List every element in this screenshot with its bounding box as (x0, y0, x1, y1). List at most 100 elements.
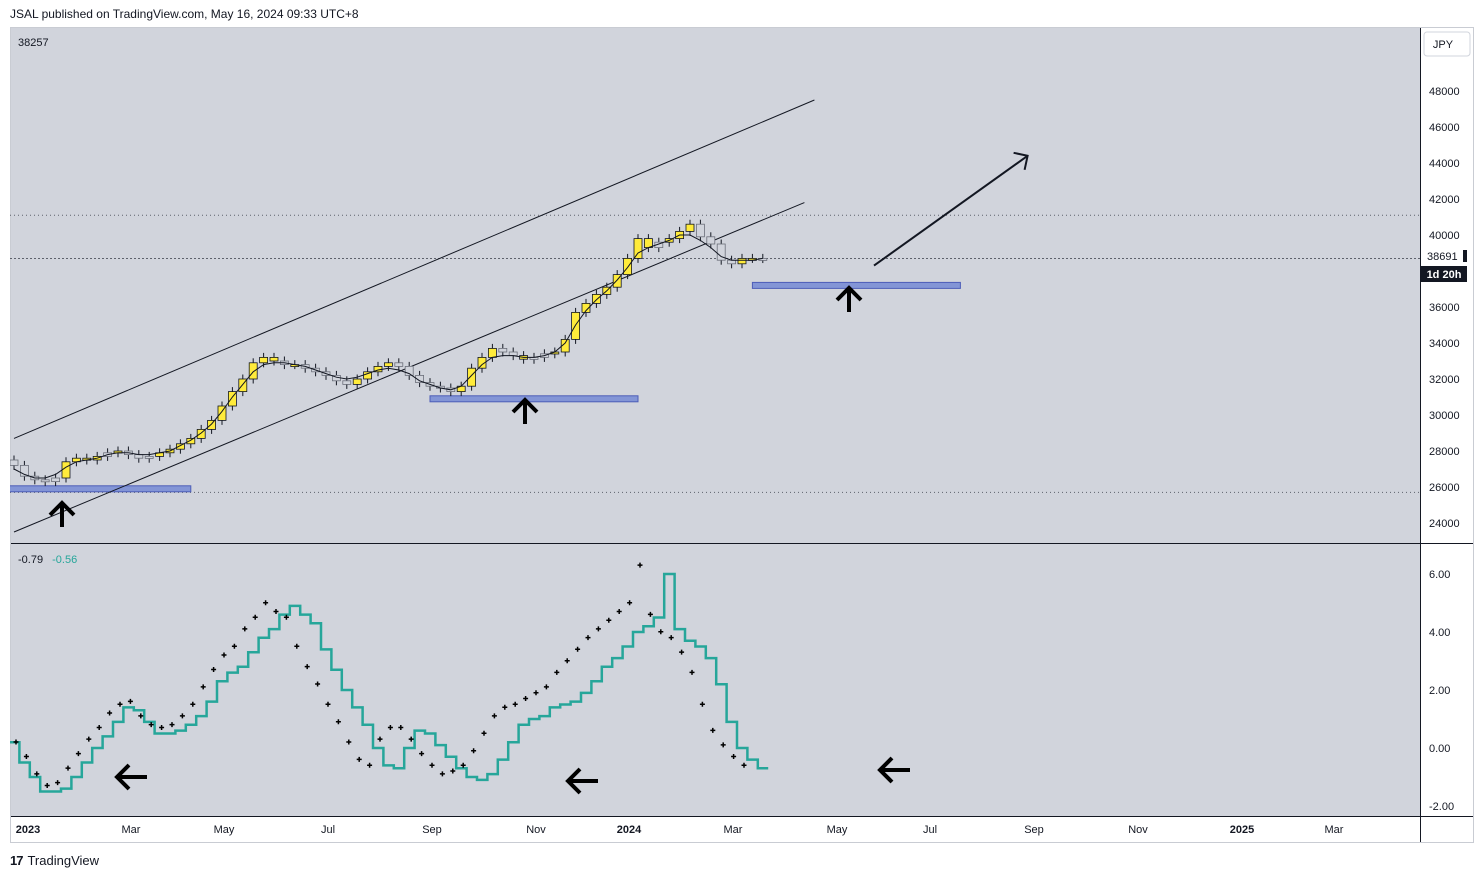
indicator-dot (190, 701, 196, 707)
upper-trendline (13, 99, 815, 439)
bull-candle (737, 257, 747, 265)
time-tick-label: May (827, 824, 848, 836)
indicator-dot (34, 771, 40, 777)
indicator-dot (294, 643, 300, 649)
bull-candle (61, 461, 71, 479)
bull-candle (487, 347, 497, 358)
price-tick-label: 26000 (1429, 482, 1460, 494)
indicator-dot (658, 629, 664, 635)
bear-candle (727, 259, 736, 265)
indicator-dot (23, 754, 29, 759)
current-price-label: 38691 (1427, 251, 1458, 263)
bull-candle (207, 419, 217, 430)
indicator-dot (159, 725, 165, 730)
indicator-dot (710, 727, 716, 733)
indicator-dot (127, 698, 133, 704)
time-tick-label: Sep (422, 824, 442, 836)
moving-average-line (13, 234, 763, 479)
price-tick-label: 30000 (1429, 410, 1460, 422)
left-arrow-head-icon (114, 763, 131, 791)
indicator-dot (263, 600, 269, 606)
bull-candle (560, 338, 570, 353)
currency-label: JPY (1433, 39, 1454, 51)
indicator-dot (273, 609, 279, 614)
support-zone (429, 395, 639, 403)
indicator-dot (471, 748, 477, 754)
left-arrow-head-icon (877, 756, 894, 784)
indicator-dot (169, 722, 175, 728)
indicator-dot (75, 751, 81, 757)
indicator-dot (502, 704, 508, 710)
indicator-dot (595, 626, 601, 632)
indicator-dot (439, 771, 445, 777)
time-tick-label: 2023 (16, 824, 40, 836)
bull-candle (186, 437, 196, 445)
indicator-pane[interactable] (9, 562, 910, 795)
indicator-dot (575, 646, 581, 652)
indicator-dot (637, 562, 643, 568)
price-scale-bg[interactable] (1420, 27, 1474, 816)
indicator-dot (450, 768, 456, 774)
bull-candle (685, 223, 695, 232)
chart-outer-border (10, 27, 1474, 843)
bear-candle (134, 454, 144, 459)
time-tick-label: Jul (923, 824, 937, 836)
indicator-dot (731, 754, 737, 759)
time-tick-label: 2025 (1230, 824, 1254, 836)
time-tick-label: Nov (526, 824, 546, 836)
indicator-dot (96, 725, 102, 730)
indicator-dot (179, 713, 185, 719)
price-tick-label: 42000 (1429, 194, 1460, 206)
indicator-dot (44, 783, 50, 788)
bear-candle (10, 459, 19, 466)
indicator-dot (65, 765, 71, 771)
indicator-dot (689, 669, 695, 675)
time-tick-label: 2024 (617, 824, 642, 836)
countdown-label: 1d 20h (1427, 269, 1462, 281)
left-arrow-head-icon (565, 767, 582, 795)
indicator-tick-label: 0.00 (1429, 743, 1450, 755)
time-tick-label: Nov (1128, 824, 1148, 836)
indicator-dot (398, 725, 404, 730)
up-arrow-head-icon (835, 285, 863, 302)
current-price-badge (1421, 247, 1467, 265)
indicator-dot (668, 635, 674, 641)
indicator-tick-label: 4.00 (1429, 627, 1450, 639)
time-tick-label: Mar (122, 824, 141, 836)
up-arrow-head-icon (511, 397, 539, 414)
indicator-value-1: -0.79 (18, 554, 43, 566)
indicator-dot (523, 696, 529, 701)
indicator-dot (356, 756, 362, 762)
tradingview-logo-icon: 17 (10, 853, 24, 868)
price-pane[interactable] (4, 99, 1420, 533)
bull-candle (238, 378, 248, 393)
indicator-dot (346, 739, 352, 745)
bull-candle (352, 378, 362, 385)
indicator-dot (460, 762, 466, 768)
indicator-dot (86, 736, 92, 742)
indicator-value-2: -0.56 (52, 554, 77, 566)
footer-brand-label: TradingView (27, 853, 100, 868)
indicator-dot (720, 742, 726, 748)
currency-button[interactable] (1423, 31, 1471, 57)
bull-candle (633, 238, 643, 259)
indicator-dot (408, 736, 414, 742)
bear-candle (342, 380, 352, 385)
indicator-dot (107, 710, 113, 716)
price-tick-label: 46000 (1429, 122, 1460, 134)
bear-candle (394, 362, 404, 367)
indicator-dot (679, 649, 685, 655)
indicator-dot (627, 600, 633, 606)
indicator-dot (387, 725, 393, 730)
indicator-dot (481, 730, 487, 736)
indicator-dot (117, 701, 123, 707)
footer-brand[interactable]: 17 TradingView (10, 853, 99, 868)
current-price-edge (1463, 250, 1467, 262)
price-tick-label: 32000 (1429, 374, 1460, 386)
indicator-dot (242, 626, 248, 632)
indicator-dot (367, 762, 373, 768)
price-tick-label: 34000 (1429, 338, 1460, 350)
indicator-dot (304, 664, 310, 670)
time-scale-bg[interactable] (10, 816, 1474, 843)
